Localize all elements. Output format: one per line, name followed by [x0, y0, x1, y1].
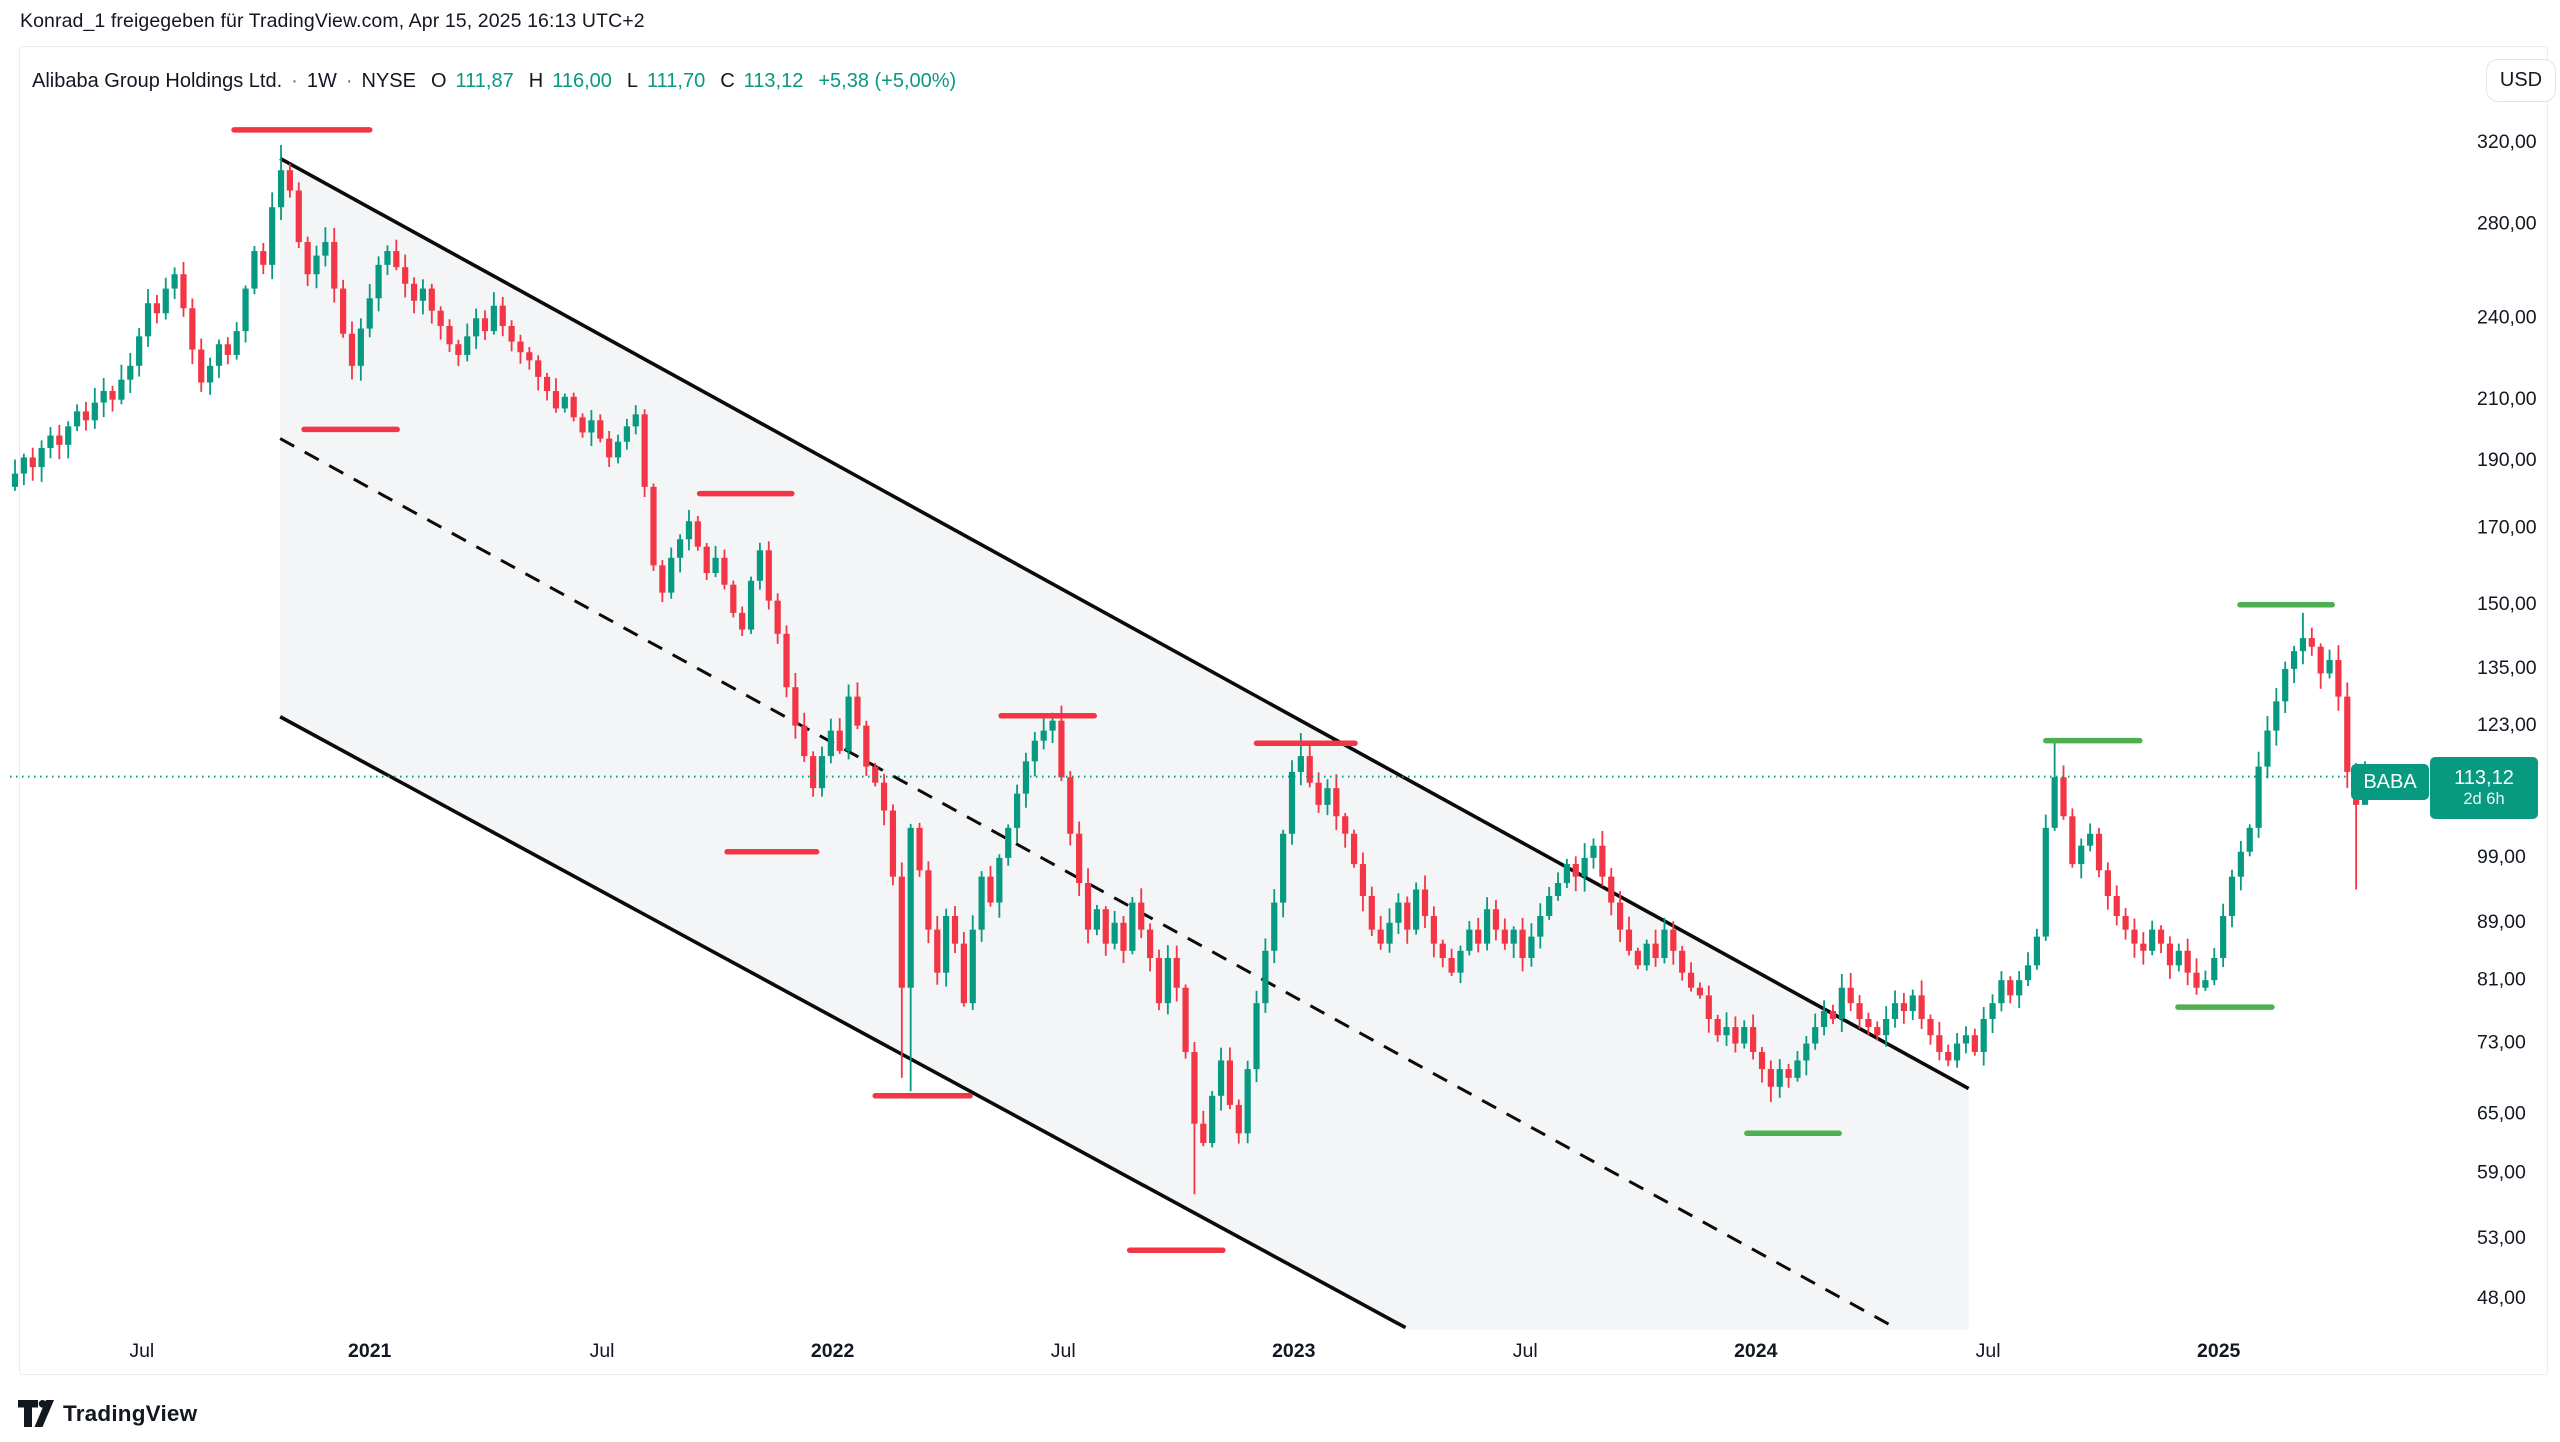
price-tick-label: 280,00: [2477, 213, 2537, 235]
interval-label[interactable]: 1W: [306, 70, 337, 92]
time-tick-label: 2025: [2197, 1340, 2241, 1362]
channel-upper-line: [279, 156, 1970, 1091]
price-tick-label: 240,00: [2477, 306, 2537, 328]
price-tick-label: 89,00: [2477, 911, 2526, 933]
time-tick-label: Jul: [1513, 1340, 1538, 1362]
time-tick-label: Jul: [1976, 1340, 2001, 1362]
price-tick-label: 73,00: [2477, 1032, 2526, 1054]
time-tick-label: 2021: [348, 1340, 392, 1362]
price-tick-label: 48,00: [2477, 1287, 2526, 1309]
symbol-price-tag: BABA: [2351, 764, 2429, 800]
price-tick-label: 150,00: [2477, 593, 2537, 615]
exchange-label: NYSE: [361, 70, 416, 92]
close-value: 113,12: [743, 70, 804, 92]
price-tick-label: 320,00: [2477, 131, 2537, 153]
symbol-title[interactable]: Alibaba Group Holdings Ltd.: [32, 70, 283, 92]
time-tick-label: Jul: [590, 1340, 615, 1362]
tradingview-attribution[interactable]: TradingView: [18, 1400, 197, 1427]
close-label: C: [720, 70, 735, 92]
separator-dot: ·: [291, 70, 298, 92]
channel-lower-line: [279, 715, 1407, 1330]
low-value: 111,70: [647, 70, 706, 92]
high-label: H: [528, 70, 544, 92]
open-label: O: [430, 70, 447, 92]
price-tick-label: 123,00: [2477, 714, 2537, 736]
currency-toggle-button[interactable]: USD: [2486, 59, 2556, 102]
price-tick-label: 65,00: [2477, 1102, 2526, 1124]
time-tick-label: 2024: [1734, 1340, 1778, 1362]
time-tick-label: 2022: [811, 1340, 855, 1362]
share-watermark: Konrad_1 freigegeben für TradingView.com…: [20, 10, 645, 32]
tradingview-logo-icon: [18, 1400, 54, 1427]
open-value: 111,87: [455, 70, 514, 92]
price-tick-label: 53,00: [2477, 1227, 2526, 1249]
candlestick-series: [11, 144, 2369, 1195]
price-tick-label: 135,00: [2477, 657, 2537, 679]
price-tick-label: 170,00: [2477, 517, 2537, 539]
price-tick-label: 99,00: [2477, 846, 2526, 868]
change-value: +5,38 (+5,00%): [818, 70, 957, 92]
price-tick-label: 190,00: [2477, 449, 2537, 471]
time-tick-label: Jul: [1051, 1340, 1076, 1362]
high-value: 116,00: [552, 70, 612, 92]
price-tick-label: 210,00: [2477, 388, 2537, 410]
price-tick-label: 81,00: [2477, 968, 2526, 990]
price-axis[interactable]: 320,00 280,00 240,00 210,00 190,00 170,00 150,…: [2477, 131, 2537, 1309]
channel-fill: [280, 158, 1969, 1331]
price-tick-label: 59,00: [2477, 1161, 2526, 1183]
low-label: L: [626, 70, 638, 92]
time-tick-label: Jul: [129, 1340, 154, 1362]
current-price-label: 113,12 2d 6h: [2430, 757, 2538, 819]
symbol-info-bar[interactable]: Alibaba Group Holdings Ltd. · 1W · NYSE …: [32, 70, 956, 93]
bar-countdown: 2d 6h: [2463, 790, 2505, 809]
tradingview-logo-text: TradingView: [63, 1400, 198, 1426]
separator-dot: ·: [345, 70, 353, 92]
current-price-value: 113,12: [2454, 767, 2514, 790]
time-tick-label: 2023: [1272, 1340, 1316, 1362]
time-axis[interactable]: Jul 2021 Jul 2022 Jul 2023 Jul 2024 Jul 2025: [129, 1340, 2240, 1362]
